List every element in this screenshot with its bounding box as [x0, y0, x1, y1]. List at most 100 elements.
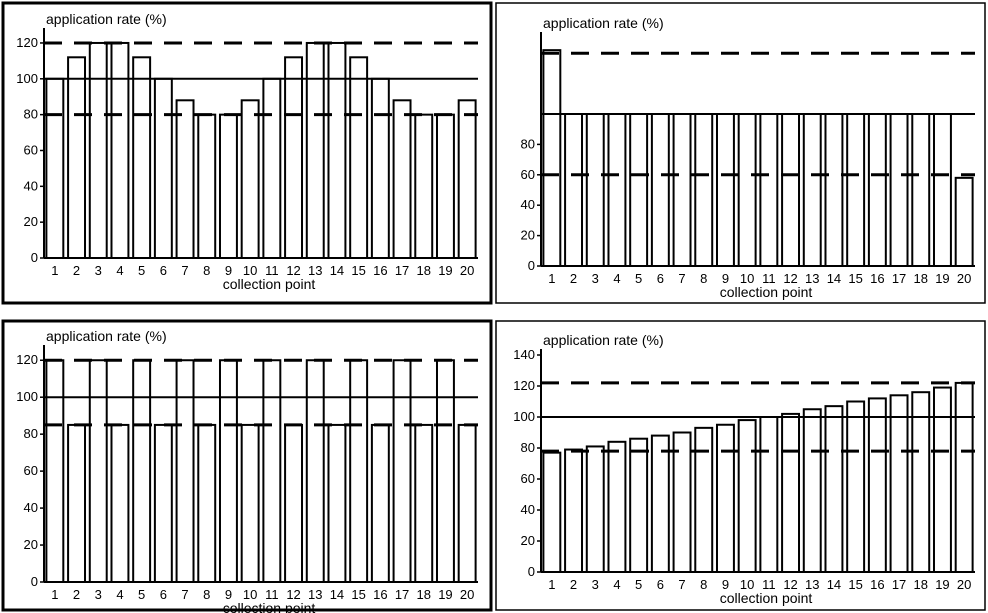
y-axis-label: application rate (%): [543, 332, 664, 348]
x-tick-label: 12: [783, 271, 797, 286]
bar-6: [650, 434, 670, 573]
bar-6: [153, 77, 173, 259]
x-tick-label: 3: [95, 263, 102, 278]
bar-9: [218, 113, 238, 259]
bar-3: [88, 41, 108, 259]
bar-20: [954, 381, 974, 573]
x-tick-label: 2: [570, 271, 577, 286]
x-tick-label: 2: [73, 587, 80, 602]
x-tick-label: 18: [417, 587, 431, 602]
bar-5: [132, 56, 152, 259]
y-tick-label: 60: [521, 167, 535, 182]
x-tick-label: 18: [417, 263, 431, 278]
x-tick-label: 1: [548, 577, 555, 592]
bar-14: [824, 113, 844, 267]
x-tick-label: 19: [935, 271, 949, 286]
x-tick-label: 9: [722, 271, 729, 286]
bar-10: [737, 113, 757, 267]
bar-8: [197, 423, 217, 584]
x-tick-label: 4: [613, 577, 620, 592]
x-tick-label: 11: [762, 271, 776, 286]
y-tick-label: 40: [521, 197, 535, 212]
x-tick-label: 20: [957, 271, 971, 286]
x-tick-label: 2: [73, 263, 80, 278]
x-tick-label: 7: [181, 587, 188, 602]
panel-frame: [495, 2, 986, 304]
bar-20: [457, 99, 477, 259]
bar-15: [349, 56, 369, 259]
bar-7: [175, 359, 195, 583]
y-tick-label: 80: [24, 426, 38, 441]
x-tick-label: 6: [160, 263, 167, 278]
y-axis-label: application rate (%): [46, 328, 167, 344]
bar-5: [629, 113, 649, 267]
bar-20: [954, 176, 974, 267]
x-tick-label: 4: [613, 271, 620, 286]
x-tick-label: 11: [265, 587, 279, 602]
y-tick-label: 40: [521, 502, 535, 517]
x-tick-label: 9: [225, 587, 232, 602]
bar-3: [88, 359, 108, 583]
x-tick-label: 17: [395, 587, 409, 602]
bar-5: [629, 437, 649, 574]
bar-9: [218, 359, 238, 583]
bar-4: [607, 440, 627, 573]
x-tick-label: 15: [351, 587, 365, 602]
x-tick-label: 20: [957, 577, 971, 592]
bar-3: [585, 113, 605, 267]
bar-8: [694, 113, 714, 267]
y-tick-label: 120: [16, 35, 38, 50]
bar-15: [846, 400, 866, 573]
bar-15: [349, 359, 369, 583]
y-tick-label: 100: [16, 389, 38, 404]
bar-6: [650, 113, 670, 267]
bar-14: [327, 41, 347, 259]
x-tick-label: 18: [914, 577, 928, 592]
x-tick-label: 5: [635, 577, 642, 592]
bar-13: [802, 408, 822, 573]
bar-19: [435, 113, 455, 259]
x-tick-label: 6: [160, 587, 167, 602]
y-axis-label: application rate (%): [46, 11, 167, 27]
x-tick-label: 4: [116, 587, 123, 602]
x-tick-label: 14: [827, 271, 841, 286]
y-tick-label: 80: [24, 107, 38, 122]
bar-11: [262, 359, 282, 583]
bar-1: [542, 451, 562, 573]
x-tick-label: 2: [570, 577, 577, 592]
bar-7: [672, 113, 692, 267]
bar-17: [889, 394, 909, 573]
bar-12: [284, 423, 304, 584]
y-tick-label: 100: [16, 71, 38, 86]
x-tick-label: 7: [181, 263, 188, 278]
y-axis-label: application rate (%): [543, 15, 664, 31]
x-tick-label: 13: [805, 577, 819, 592]
x-tick-label: 1: [548, 271, 555, 286]
x-tick-label: 15: [351, 263, 365, 278]
x-axis-label: collection point: [720, 590, 813, 606]
panel-frame: [495, 320, 986, 611]
x-tick-label: 15: [848, 577, 862, 592]
y-tick-label: 20: [24, 214, 38, 229]
bar-10: [737, 419, 757, 573]
y-tick-label: 80: [521, 136, 535, 151]
x-tick-label: 13: [308, 263, 322, 278]
x-tick-label: 20: [460, 263, 474, 278]
y-tick-label: 40: [24, 178, 38, 193]
bar-16: [867, 113, 887, 267]
bar-2: [67, 423, 87, 584]
x-tick-label: 10: [243, 263, 257, 278]
bar-11: [759, 113, 779, 267]
x-tick-label: 6: [657, 577, 664, 592]
bar-12: [781, 113, 801, 267]
x-tick-label: 8: [203, 263, 210, 278]
x-tick-label: 5: [138, 263, 145, 278]
x-tick-label: 1: [51, 587, 58, 602]
bar-11: [759, 416, 779, 573]
x-tick-label: 14: [330, 587, 344, 602]
